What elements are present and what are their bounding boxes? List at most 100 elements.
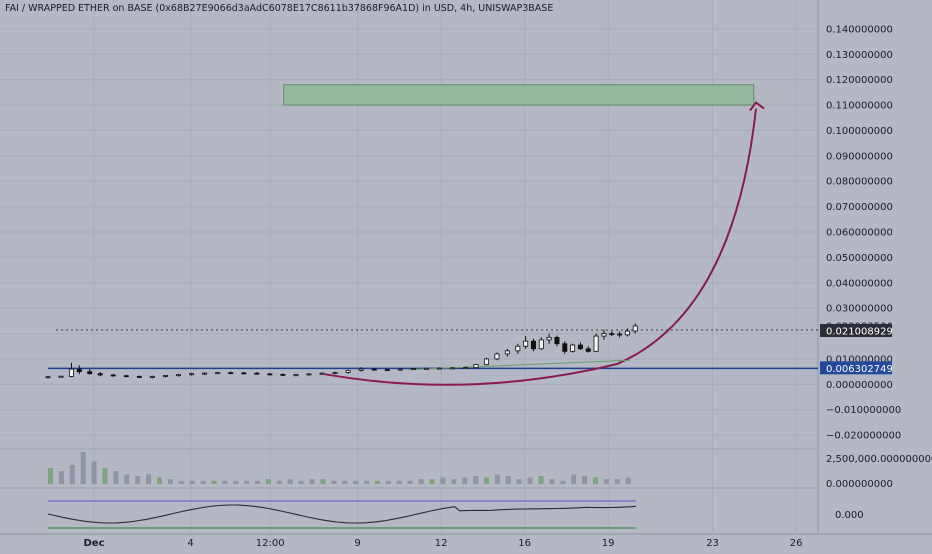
candle-body xyxy=(241,372,247,375)
price-axis[interactable]: 0.140000000 0.130000000 0.120000000 0.11000… xyxy=(820,24,932,521)
candle-body xyxy=(504,350,510,355)
y-tick-label: 0.040000000 xyxy=(826,278,893,289)
osc-y-tick: 0.000 xyxy=(835,510,864,521)
volume-bar xyxy=(342,480,348,484)
volume-bar xyxy=(113,471,119,484)
candle-body xyxy=(136,376,142,378)
y-tick-label: 0.130000000 xyxy=(826,50,893,61)
x-tick-label: 4 xyxy=(187,538,193,549)
volume-bar xyxy=(418,479,424,484)
volume-pane xyxy=(48,452,631,484)
volume-bar xyxy=(48,468,53,484)
volume-bar xyxy=(593,477,598,484)
candle-body xyxy=(110,374,116,377)
volume-bar xyxy=(233,480,239,484)
volume-bar xyxy=(462,477,468,484)
target-zone xyxy=(283,84,755,106)
volume-bar xyxy=(429,479,435,484)
candle-body xyxy=(530,340,536,350)
candle-body xyxy=(76,368,82,373)
oscillator-pane xyxy=(47,500,637,529)
price-pane xyxy=(45,84,818,386)
volume-bar xyxy=(549,479,555,484)
candle-body xyxy=(423,367,429,370)
volume-bar xyxy=(287,479,293,484)
x-tick-label: 16 xyxy=(518,538,531,549)
support-price-label: 0.006302749 xyxy=(826,364,893,375)
volume-bar xyxy=(167,479,173,484)
y-tick-label: 0.120000000 xyxy=(826,75,893,86)
candle-body xyxy=(123,375,129,378)
candle-body xyxy=(450,367,456,370)
candle-body xyxy=(483,358,489,365)
volume-bar xyxy=(505,476,511,484)
y-tick-label: 0.070000000 xyxy=(826,202,893,213)
y-tick-label: 0.030000000 xyxy=(826,304,893,315)
x-tick-label: 9 xyxy=(354,538,360,549)
candle-body xyxy=(577,344,583,350)
candle-body xyxy=(306,373,312,376)
candle-body xyxy=(538,339,544,350)
volume-bar xyxy=(538,476,544,484)
candle-body xyxy=(397,368,403,371)
time-axis[interactable]: Dec 4 12:00 9 12 16 19 23 26 xyxy=(83,538,802,549)
candle-body xyxy=(149,376,155,378)
candle-body xyxy=(371,368,377,371)
volume-bar xyxy=(385,480,391,484)
candle-body xyxy=(632,325,638,332)
volume-bar xyxy=(364,480,370,484)
x-tick-label: 12:00 xyxy=(256,538,285,549)
volume-bar xyxy=(353,480,359,484)
y-tick-label: 0.060000000 xyxy=(826,228,893,239)
y-tick-label: −0.020000000 xyxy=(826,431,901,442)
y-tick-label: 0.140000000 xyxy=(826,24,893,35)
x-tick-label: 26 xyxy=(790,538,803,549)
grid xyxy=(0,0,932,535)
candle-body xyxy=(494,353,500,360)
y-tick-label: 0.000000000 xyxy=(826,380,893,391)
candle-body xyxy=(554,336,560,345)
volume-bar xyxy=(320,479,326,484)
candle-body xyxy=(358,368,364,371)
candle-body xyxy=(436,367,442,370)
volume-bar xyxy=(178,480,184,484)
candle-body xyxy=(215,372,221,375)
y-tick-label: 0.100000000 xyxy=(826,126,893,137)
projection-curve xyxy=(324,108,757,386)
chart-title: FAI / WRAPPED ETHER on BASE (0x68B27E906… xyxy=(5,3,554,14)
candle-body xyxy=(463,367,469,369)
candle-body xyxy=(293,374,299,377)
volume-bar xyxy=(440,477,446,484)
volume-bar xyxy=(473,476,479,484)
y-tick-label: 0.090000000 xyxy=(826,151,893,162)
projection-arrowhead xyxy=(749,101,765,112)
candle-body xyxy=(617,333,623,336)
volume-bar xyxy=(603,479,609,484)
candle-body xyxy=(254,372,260,375)
candle-body xyxy=(87,371,93,375)
volume-bar xyxy=(124,474,130,484)
y-tick-label: −0.010000000 xyxy=(826,405,901,416)
volume-bar xyxy=(146,474,152,484)
volume-bar xyxy=(266,479,271,484)
candle-body xyxy=(410,368,416,370)
volume-bar xyxy=(396,480,402,484)
x-tick-label: 19 xyxy=(602,538,615,549)
volume-bar xyxy=(91,461,97,484)
y-tick-label: 0.110000000 xyxy=(826,101,893,112)
volume-bar xyxy=(582,476,588,484)
candle-body xyxy=(228,372,234,375)
x-tick-label: 23 xyxy=(706,538,719,549)
y-tick-label: 0.050000000 xyxy=(826,253,893,264)
current-price-label: 0.021008929 xyxy=(826,326,893,337)
volume-bar xyxy=(451,479,457,484)
volume-bar xyxy=(527,477,533,484)
y-tick-label: 0.010000000 xyxy=(826,354,893,365)
volume-bar xyxy=(516,479,522,484)
candle-body xyxy=(280,374,286,376)
candle-body xyxy=(624,330,630,336)
candle-body xyxy=(473,364,479,368)
candle-body xyxy=(68,368,74,377)
volume-bar xyxy=(375,480,380,484)
